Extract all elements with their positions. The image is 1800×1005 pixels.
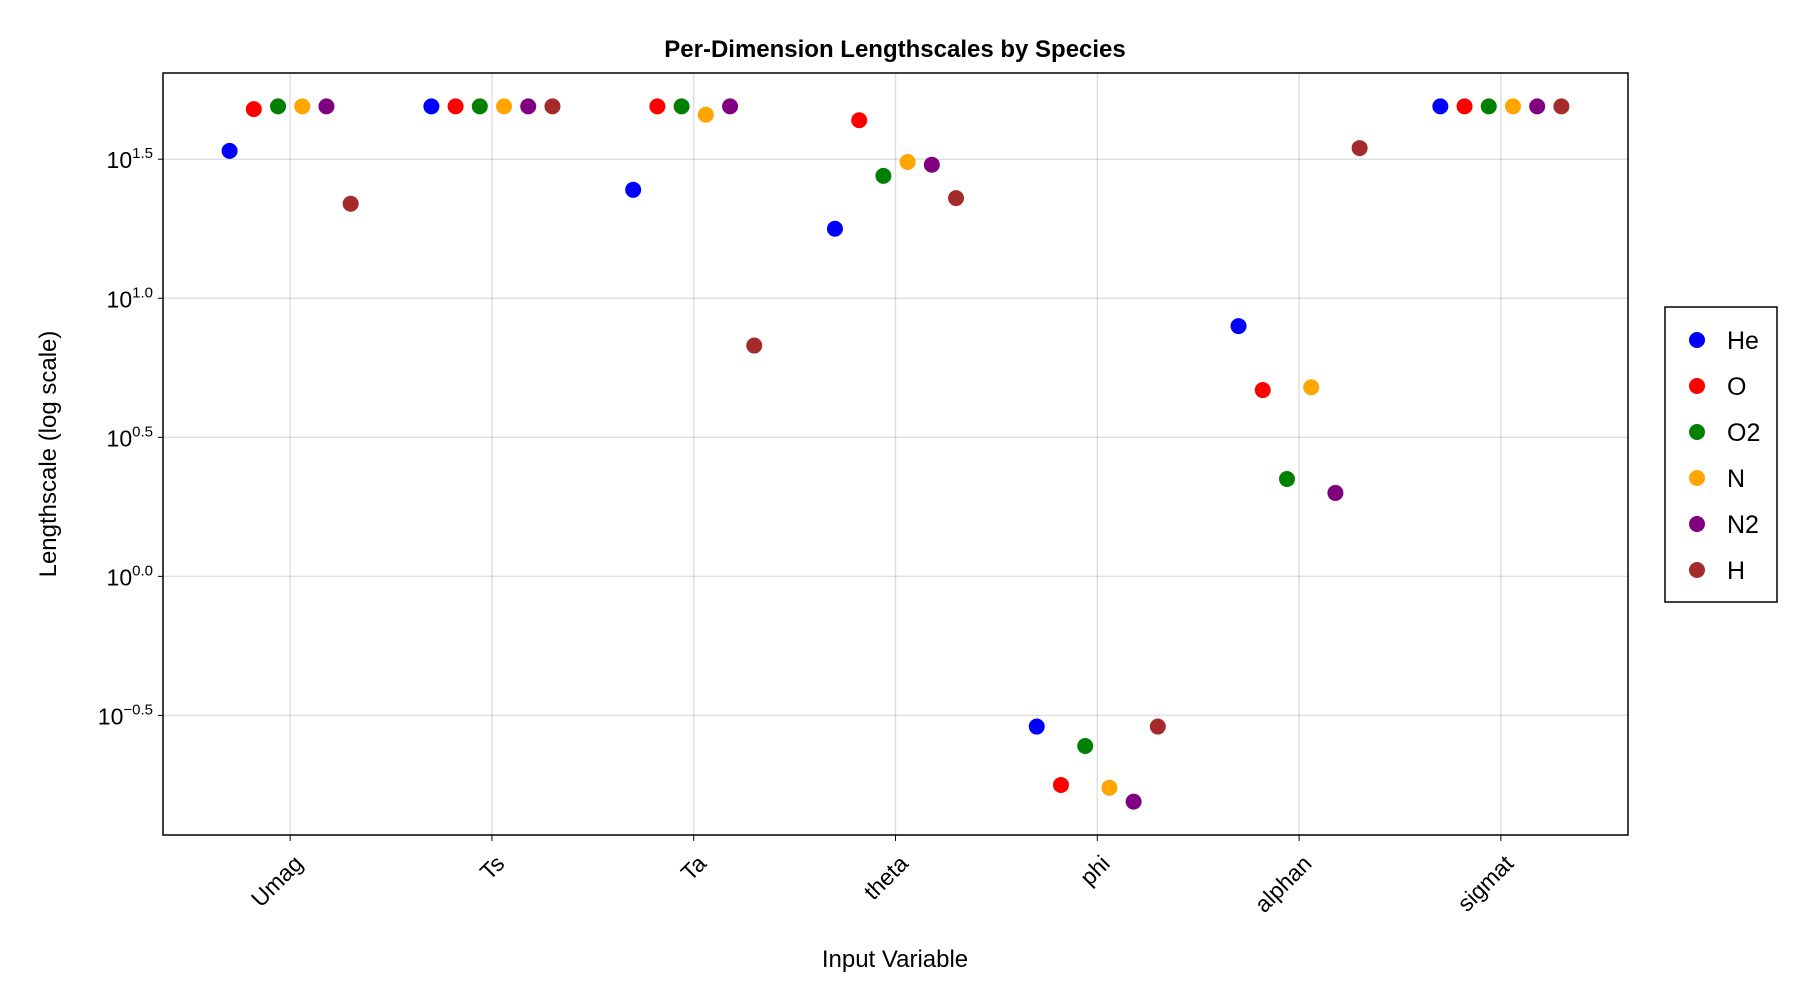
legend-marker-h (1689, 562, 1705, 578)
x-tick-label: sigmat (1452, 850, 1519, 917)
data-point-he (1028, 718, 1045, 735)
data-point-n (496, 98, 513, 115)
data-point-h (948, 190, 965, 207)
data-point-n2 (318, 98, 335, 115)
data-point-o (649, 98, 666, 115)
y-tick-label: 100.0 (107, 562, 153, 590)
data-point-he (221, 142, 238, 159)
data-point-n (294, 98, 311, 115)
data-point-h (1351, 140, 1368, 157)
y-tick-label: 101.5 (107, 145, 153, 173)
legend-label-n2: N2 (1727, 511, 1759, 539)
data-point-o2 (1480, 98, 1497, 115)
data-point-n2 (722, 98, 739, 115)
x-tick-labels: Umag Ts Ta theta phi alphan sigmat (246, 835, 1519, 917)
legend-marker-o (1689, 378, 1705, 394)
data-point-n (1303, 379, 1320, 396)
legend-label-n: N (1727, 465, 1745, 493)
data-point-h (544, 98, 561, 115)
x-tick-label: Ts (475, 850, 510, 885)
legend-frame (1664, 306, 1778, 603)
x-tick-label: theta (858, 850, 913, 905)
data-point-n (1101, 779, 1118, 796)
chart-title: Per-Dimension Lengthscales by Species (664, 36, 1126, 63)
legend-marker-n (1689, 470, 1705, 486)
data-point-o (1254, 382, 1271, 399)
data-point-o2 (1077, 738, 1094, 755)
y-tick-label: 101.0 (107, 284, 153, 312)
data-point-h (1149, 718, 1166, 735)
data-point-n2 (520, 98, 537, 115)
data-point-o (851, 112, 868, 129)
data-point-n2 (1327, 484, 1344, 501)
data-point-he (1432, 98, 1449, 115)
data-point-he (625, 181, 642, 198)
data-point-n2 (923, 156, 940, 173)
data-point-h (342, 195, 359, 212)
legend-label-o2: O2 (1727, 419, 1760, 447)
x-axis-label: Input Variable (822, 946, 968, 973)
data-point-o (245, 101, 262, 118)
data-point-n2 (1125, 793, 1142, 810)
data-point-n (697, 106, 714, 123)
data-point-o (1456, 98, 1473, 115)
x-tick-label: Umag (246, 850, 308, 912)
data-point-h (1553, 98, 1570, 115)
data-point-h (746, 337, 763, 354)
data-point-n (899, 153, 916, 170)
data-point-o2 (270, 98, 287, 115)
legend: He O O2 N N2 H (1664, 306, 1778, 603)
data-point-o2 (673, 98, 690, 115)
x-tick-label: Ta (676, 850, 712, 886)
data-points (221, 98, 1570, 810)
legend-label-h: H (1727, 557, 1745, 585)
legend-label-he: He (1727, 327, 1759, 355)
data-point-n (1504, 98, 1521, 115)
data-point-o (447, 98, 464, 115)
data-point-n2 (1529, 98, 1546, 115)
y-tick-label: 100.5 (107, 423, 153, 451)
legend-marker-he (1689, 332, 1705, 348)
legend-marker-n2 (1689, 516, 1705, 532)
data-point-o2 (875, 167, 892, 184)
data-point-o (1052, 776, 1069, 793)
data-point-he (423, 98, 440, 115)
legend-label-o: O (1727, 373, 1746, 401)
y-tick-label: 10−0.5 (98, 701, 153, 729)
y-tick-labels: 101.5 101.0 100.5 100.0 10−0.5 (98, 145, 163, 729)
x-tick-label: alphan (1249, 850, 1316, 917)
data-point-o2 (1278, 471, 1295, 488)
grid (163, 73, 1628, 835)
y-axis-label: Lengthscale (log scale) (35, 331, 62, 578)
x-tick-label: phi (1075, 850, 1115, 890)
data-point-o2 (471, 98, 488, 115)
data-point-he (1230, 318, 1247, 335)
data-point-he (826, 220, 843, 237)
legend-marker-o2 (1689, 424, 1705, 440)
